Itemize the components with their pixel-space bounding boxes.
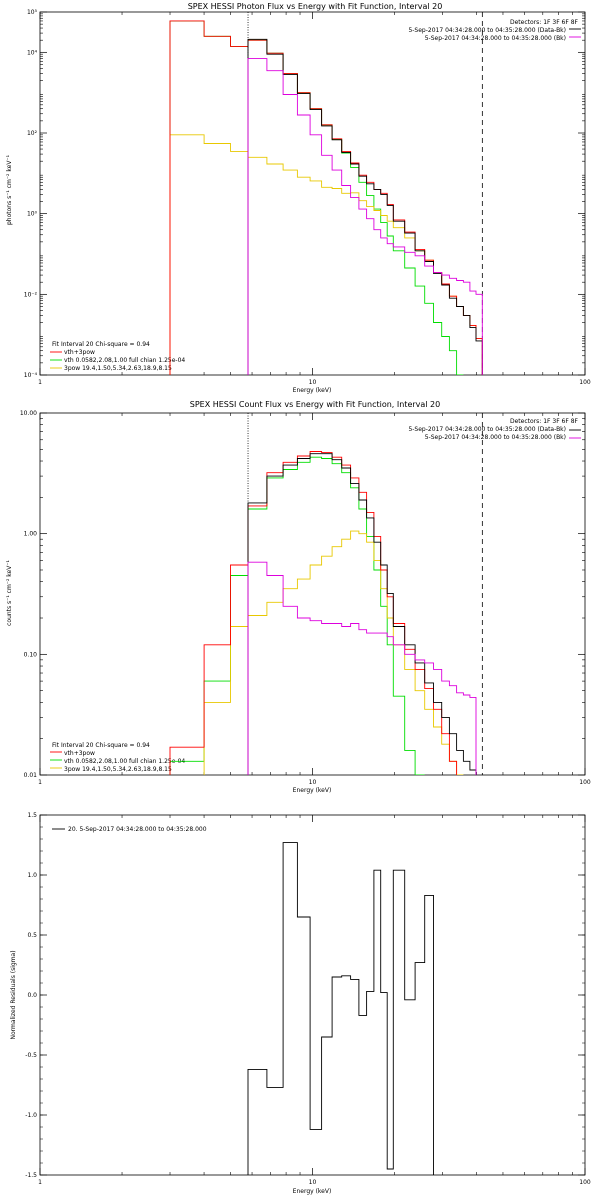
residuals-y-tick-label: -1.5: [25, 1172, 37, 1179]
residuals-x-tick-label: 1: [38, 1179, 42, 1186]
photon-y-tick-label: 10⁰: [27, 211, 38, 218]
residuals-x-axis-label: Energy (keV): [293, 1188, 332, 1195]
photon-detectors-label: Detectors: 1F 3F 6F 8F: [510, 19, 579, 26]
count-legend-left-2: 3pow 19.4,1.50,5.34,2.63,18.9,8.15: [64, 766, 172, 773]
count-y-tick-label: 0.01: [24, 772, 38, 779]
count-legend-right-1: 5-Sep-2017 04:34:28.000 to 04:35:28.000 …: [425, 434, 566, 441]
photon-series-vth: [169, 20, 464, 375]
photon-legend-right-0: 5-Sep-2017 04:34:28.000 to 04:35:28.000 …: [408, 27, 566, 34]
count-y-tick-label: 1.00: [24, 531, 38, 538]
residuals-y-tick-label: 0.0: [27, 992, 37, 999]
photon-y-tick-label: 10⁻²: [24, 291, 38, 298]
residuals-x-tick-label: 10: [309, 1179, 317, 1186]
count-series-pow: [203, 530, 464, 775]
residuals-y-tick-label: -0.5: [25, 1052, 37, 1059]
residuals-legend-entry: 20. 5-Sep-2017 04:34:28.000 to 04:35:28.…: [68, 826, 207, 833]
photon-series-model: [247, 38, 483, 375]
photon-x-tick-label: 1: [38, 379, 42, 386]
count-x-tick-label: 10: [309, 779, 317, 786]
photon-legend-left-1: vth 0.0582,2.08,1.00 full chian 1.25e-04: [64, 357, 185, 364]
count-legend-right-0: 5-Sep-2017 04:34:28.000 to 04:35:28.000 …: [408, 426, 566, 433]
count-flux-panel: SPEX HESSI Count Flux vs Energy with Fit…: [6, 400, 591, 794]
count-legend-left-1: vth 0.0582,2.08,1.00 full chian 1.25e-04: [64, 758, 185, 765]
count-chart-title: SPEX HESSI Count Flux vs Energy with Fit…: [190, 400, 441, 409]
residuals-series-model: [247, 842, 434, 1175]
photon-series-total: [169, 20, 483, 375]
residuals-y-tick-label: 0.5: [27, 932, 37, 939]
residuals-panel: Energy (keV) Normalized Residuals (sigma…: [10, 812, 591, 1195]
count-legend-left-0: vth+3pow: [64, 750, 95, 757]
count-y-axis-label: counts s⁻¹ cm⁻² keV⁻¹: [6, 560, 13, 626]
photon-y-tick-label: 10⁴: [27, 49, 38, 56]
count-series-model: [247, 453, 477, 775]
residuals-y-tick-label: -1.0: [25, 1112, 37, 1119]
count-series-total: [169, 451, 458, 775]
count-x-axis-label: Energy (keV): [293, 787, 332, 794]
residuals-plot-frame: [39, 814, 586, 1176]
photon-flux-panel: SPEX HESSI Photon Flux vs Energy with Fi…: [6, 2, 591, 394]
count-series-bk: [247, 561, 477, 775]
residuals-y-axis-label: Normalized Residuals (sigma): [10, 950, 17, 1039]
photon-x-tick-label: 10: [309, 379, 317, 386]
photon-x-axis-label: Energy (keV): [293, 387, 332, 394]
photon-y-tick-label: 10⁵: [27, 9, 38, 16]
count-detectors-label: Detectors: 1F 3F 6F 8F: [510, 418, 579, 425]
count-y-tick-label: 10.00: [20, 410, 37, 417]
count-legend-left-header: Fit Interval 20 Chi-square = 0.94: [52, 742, 150, 749]
count-plot-frame: [39, 412, 586, 776]
photon-y-tick-label: 10⁻⁴: [24, 372, 38, 379]
photon-chart-title: SPEX HESSI Photon Flux vs Energy with Fi…: [188, 2, 443, 11]
residuals-x-tick-label: 100: [579, 1179, 591, 1186]
photon-legend-left-2: 3pow 19.4,1.50,5.34,2.63,18.9,8.15: [64, 365, 172, 372]
photon-y-tick-label: 10²: [27, 130, 38, 137]
count-x-tick-label: 100: [579, 779, 591, 786]
photon-series-pow: [169, 134, 483, 375]
photon-legend-right-1: 5-Sep-2017 04:34:28.000 to 04:35:28.000 …: [425, 35, 566, 42]
photon-x-tick-label: 100: [579, 379, 591, 386]
count-x-tick-label: 1: [38, 779, 42, 786]
photon-series-bk: [247, 58, 483, 375]
photon-plot-frame: [39, 11, 586, 376]
count-y-tick-label: 0.10: [24, 651, 38, 658]
photon-y-axis-label: photons s⁻¹ cm⁻² keV⁻¹: [6, 154, 13, 225]
photon-legend-left-0: vth+3pow: [64, 349, 95, 356]
photon-legend-left-header: Fit Interval 20 Chi-square = 0.94: [52, 341, 150, 348]
residuals-y-tick-label: 1.5: [27, 812, 37, 819]
residuals-y-tick-label: 1.0: [27, 872, 37, 879]
